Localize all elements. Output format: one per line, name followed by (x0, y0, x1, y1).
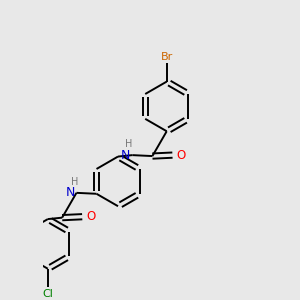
Text: H: H (125, 140, 132, 149)
Text: H: H (71, 177, 78, 187)
Text: O: O (176, 148, 185, 162)
Text: N: N (121, 148, 130, 162)
Text: Cl: Cl (42, 289, 53, 299)
Text: N: N (66, 186, 76, 199)
Text: O: O (86, 210, 95, 223)
Text: Br: Br (160, 52, 173, 61)
